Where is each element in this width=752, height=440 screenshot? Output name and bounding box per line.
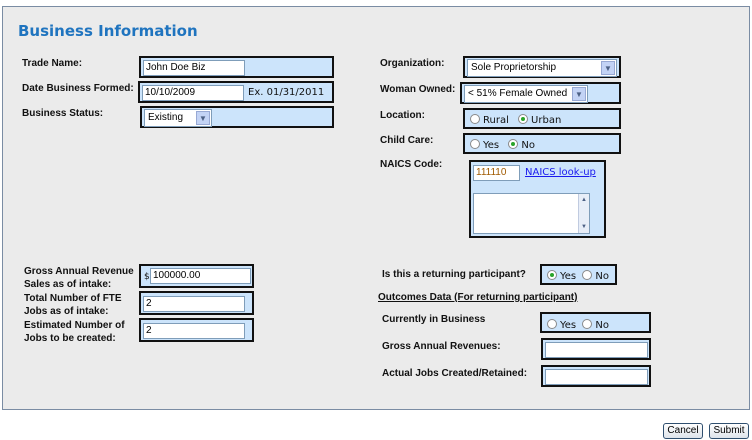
- fte-box: 2: [139, 291, 254, 315]
- est-jobs-box: 2: [139, 318, 254, 342]
- location-urban-radio[interactable]: Urban: [518, 114, 562, 126]
- radio-icon: [470, 139, 480, 149]
- date-formed-label: Date Business Formed:: [22, 83, 134, 94]
- location-label: Location:: [380, 110, 425, 121]
- yes-label: Yes: [483, 140, 500, 151]
- chevron-down-icon: ▼: [196, 111, 210, 125]
- scrollbar[interactable]: ▲ ▼: [578, 194, 589, 233]
- currently-no-radio[interactable]: No: [582, 319, 609, 331]
- no-label: No: [595, 271, 609, 282]
- currently-box: Yes No: [540, 312, 651, 333]
- child-care-yes-radio[interactable]: Yes: [470, 139, 500, 151]
- naics-description-textarea[interactable]: ▲ ▼: [473, 193, 590, 234]
- naics-label: NAICS Code:: [380, 159, 443, 170]
- organization-select[interactable]: Sole Proprietorship ▼: [467, 59, 617, 77]
- actual-jobs-input[interactable]: [545, 369, 648, 385]
- chevron-down-icon: ▼: [572, 87, 586, 101]
- urban-label: Urban: [531, 115, 562, 126]
- woman-owned-value: < 51% Female Owned: [468, 88, 568, 99]
- est-jobs-input[interactable]: 2: [143, 323, 245, 339]
- trade-name-input[interactable]: John Doe Biz: [143, 60, 245, 76]
- gross-revenues-label: Gross Annual Revenues:: [382, 341, 501, 352]
- est-jobs-label: Estimated Number of Jobs to be created:: [24, 320, 125, 344]
- radio-checked-icon: [508, 139, 519, 149]
- date-formed-box: 10/10/2009 Ex. 01/31/2011: [138, 81, 334, 103]
- location-rural-radio[interactable]: Rural: [470, 114, 509, 126]
- woman-owned-label: Woman Owned:: [380, 84, 456, 95]
- revenue-input[interactable]: 100000.00: [150, 268, 251, 284]
- trade-name-label: Trade Name:: [22, 58, 83, 69]
- scroll-down-icon[interactable]: ▼: [581, 224, 587, 230]
- business-status-box: Existing ▼: [140, 106, 334, 128]
- dollar-prefix: $: [144, 272, 150, 282]
- radio-checked-icon: [518, 114, 529, 124]
- actual-jobs-label: Actual Jobs Created/Retained:: [382, 368, 528, 379]
- radio-icon: [547, 319, 557, 329]
- revenue-box: $ 100000.00: [139, 264, 254, 288]
- revenue-label: Gross Annual Revenue Sales as of intake:: [24, 266, 134, 290]
- radio-icon: [470, 114, 480, 124]
- woman-owned-box: < 51% Female Owned ▼: [460, 82, 621, 104]
- child-care-label: Child Care:: [380, 135, 434, 146]
- cancel-button[interactable]: Cancel: [663, 423, 703, 439]
- business-status-select[interactable]: Existing ▼: [144, 109, 212, 127]
- scroll-up-icon[interactable]: ▲: [581, 197, 587, 203]
- location-box: Rural Urban: [463, 108, 621, 129]
- woman-owned-select[interactable]: < 51% Female Owned ▼: [464, 85, 588, 103]
- yes-label: Yes: [560, 271, 577, 282]
- returning-no-radio[interactable]: No: [582, 270, 609, 282]
- naics-code-input[interactable]: 111110: [473, 165, 520, 181]
- rural-label: Rural: [483, 115, 509, 126]
- date-format-hint: Ex. 01/31/2011: [248, 87, 325, 98]
- organization-box: Sole Proprietorship ▼: [463, 56, 621, 78]
- date-formed-input[interactable]: 10/10/2009: [142, 85, 244, 101]
- currently-yes-radio[interactable]: Yes: [547, 319, 577, 331]
- gross-revenues-input[interactable]: [545, 342, 648, 358]
- fte-label: Total Number of FTE Jobs as of intake:: [24, 293, 122, 317]
- radio-checked-icon: [547, 270, 557, 280]
- fte-input[interactable]: 2: [143, 296, 245, 312]
- returning-box: Yes No: [540, 264, 617, 285]
- no-label: No: [595, 320, 609, 331]
- submit-button[interactable]: Submit: [709, 423, 749, 439]
- currently-label: Currently in Business: [382, 314, 486, 325]
- trade-name-box: John Doe Biz: [139, 56, 334, 78]
- outcomes-heading: Outcomes Data (For returning participant…: [378, 292, 578, 303]
- organization-label: Organization:: [380, 58, 445, 69]
- no-label: No: [521, 140, 535, 151]
- child-care-no-radio[interactable]: No: [508, 139, 535, 151]
- returning-yes-radio[interactable]: Yes: [547, 270, 577, 282]
- page-title: Business Information: [18, 22, 198, 40]
- gross-revenues-box: [541, 338, 651, 360]
- actual-jobs-box: [541, 365, 651, 387]
- yes-label: Yes: [560, 320, 577, 331]
- chevron-down-icon: ▼: [601, 61, 615, 75]
- returning-label: Is this a returning participant?: [382, 269, 526, 280]
- radio-icon: [582, 270, 593, 280]
- naics-box: 111110 NAICS look-up ▲ ▼: [469, 160, 606, 238]
- child-care-box: Yes No: [463, 133, 621, 154]
- organization-value: Sole Proprietorship: [471, 62, 557, 73]
- naics-lookup-link[interactable]: NAICS look-up: [525, 167, 596, 178]
- radio-icon: [582, 319, 593, 329]
- business-status-label: Business Status:: [22, 108, 104, 119]
- business-status-value: Existing: [148, 112, 184, 123]
